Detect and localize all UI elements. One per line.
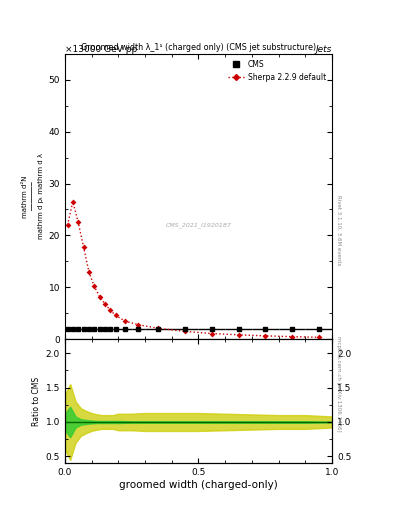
Text: Jets: Jets	[316, 45, 332, 54]
X-axis label: groomed width (charged-only): groomed width (charged-only)	[119, 480, 278, 490]
Text: Rivet 3.1.10, 3.6M events: Rivet 3.1.10, 3.6M events	[336, 195, 341, 266]
Text: CMS_2021_I1920187: CMS_2021_I1920187	[165, 222, 231, 228]
Text: ×13000 GeV pp: ×13000 GeV pp	[65, 45, 137, 54]
Title: Groomed width λ_1¹ (charged only) (CMS jet substructure): Groomed width λ_1¹ (charged only) (CMS j…	[81, 42, 316, 52]
Legend: CMS, Sherpa 2.2.9 default: CMS, Sherpa 2.2.9 default	[226, 57, 328, 84]
Y-axis label: Ratio to CMS: Ratio to CMS	[33, 377, 41, 426]
Text: mcplots.cern.ch [arXiv:1306.3436]: mcplots.cern.ch [arXiv:1306.3436]	[336, 336, 341, 432]
Y-axis label: mathrm d²N
───────
mathrm d pₜ mathrm d λ: mathrm d²N ─────── mathrm d pₜ mathrm d …	[22, 154, 44, 240]
